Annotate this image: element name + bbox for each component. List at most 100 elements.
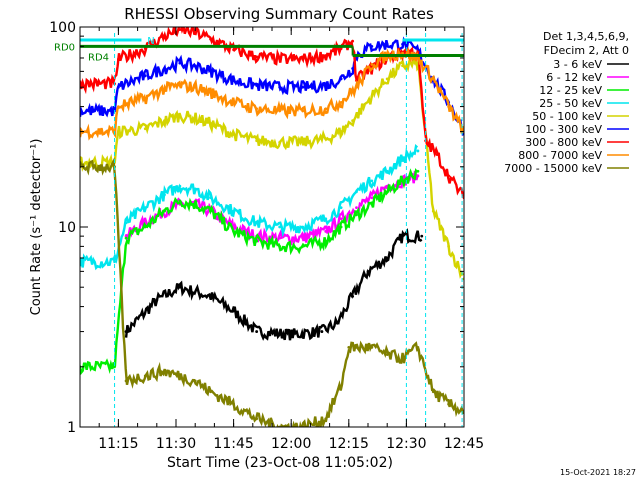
series-line-8: [80, 157, 464, 427]
data-point: [193, 64, 197, 68]
data-point: [163, 87, 166, 91]
data-point: [124, 330, 128, 333]
y-tick-label: 1: [67, 420, 76, 436]
data-point: [416, 56, 420, 60]
legend-label: 300 - 800 keV: [525, 136, 602, 149]
data-point: [339, 77, 343, 81]
data-point: [301, 236, 305, 240]
data-point: [163, 193, 166, 197]
data-point: [278, 85, 282, 89]
data-point: [335, 321, 339, 325]
data-point: [255, 239, 259, 243]
series-line-7: [80, 46, 464, 141]
data-point: [232, 209, 236, 213]
y-tick-label: 100: [49, 20, 76, 36]
data-point: [278, 109, 282, 113]
data-point: [431, 390, 435, 394]
data-point: [178, 84, 182, 87]
data-point: [355, 213, 358, 217]
x-tick-label: 12:30: [386, 436, 426, 452]
data-point: [163, 67, 166, 70]
data-point: [301, 140, 305, 144]
data-point: [385, 353, 389, 357]
data-point: [255, 330, 259, 333]
data-point: [339, 100, 343, 104]
y-axis: 1 10 100: [49, 20, 464, 436]
data-point: [209, 69, 212, 73]
data-point: [355, 346, 358, 349]
data-point: [301, 109, 305, 113]
marker-layer: RD0 RD4 N: [54, 36, 464, 64]
series-line-4: [80, 57, 464, 279]
data-point: [193, 30, 197, 34]
data-point: [232, 100, 236, 104]
data-point: [209, 196, 212, 200]
data-point: [143, 225, 147, 229]
data-point: [370, 196, 374, 200]
data-point: [178, 114, 182, 118]
data-point: [366, 269, 370, 273]
data-point: [193, 202, 197, 206]
legend-label: 25 - 50 keV: [539, 97, 602, 110]
x-axis-label: Start Time (23-Oct-08 11:05:02): [167, 455, 393, 471]
data-point: [209, 209, 212, 213]
series-line-6: [80, 27, 464, 197]
legend-label: 6 - 12 keV: [546, 71, 602, 84]
data-point: [209, 390, 212, 394]
data-point: [370, 94, 374, 98]
data-point: [401, 357, 404, 360]
data-point: [178, 285, 182, 289]
data-point: [301, 244, 305, 248]
data-point: [370, 179, 374, 183]
y-tick-label: 10: [58, 220, 76, 236]
data-point: [351, 39, 355, 43]
chart-title: RHESSI Observing Summary Count Rates: [124, 5, 434, 23]
data-point: [385, 42, 389, 46]
data-point: [209, 121, 212, 125]
data-point: [232, 402, 236, 406]
x-tick-label: 12:45: [444, 436, 484, 452]
data-point: [255, 84, 259, 87]
data-point: [431, 77, 435, 81]
data-point: [163, 209, 166, 213]
data-point: [447, 402, 451, 406]
data-point: [124, 379, 128, 383]
data-point: [324, 137, 328, 141]
data-point: [178, 184, 182, 188]
data-point: [209, 37, 212, 41]
data-point: [339, 206, 343, 210]
data-point: [289, 333, 293, 336]
data-point: [339, 384, 343, 388]
data-point: [355, 206, 358, 210]
series-line-2: [80, 167, 419, 375]
data-point: [355, 85, 358, 89]
data-point: [324, 54, 328, 57]
data-point: [416, 234, 420, 238]
legend-label: 7000 - 15000 keV: [504, 162, 602, 175]
data-point: [278, 57, 282, 61]
legend-header: FDecim 2, Att 0: [544, 44, 629, 57]
data-point: [117, 85, 120, 89]
data-point: [178, 199, 182, 203]
data-point: [351, 119, 355, 123]
legend-header: Det 1,3,4,5,6,9,: [543, 30, 629, 43]
data-point: [355, 190, 358, 194]
data-point: [347, 346, 351, 349]
data-point: [401, 234, 404, 238]
data-point: [124, 236, 128, 240]
data-point: [447, 244, 451, 248]
data-point: [324, 417, 328, 421]
data-point: [416, 149, 420, 153]
data-point: [193, 116, 197, 120]
data-point: [155, 298, 159, 302]
data-point: [401, 157, 404, 160]
data-point: [351, 89, 355, 93]
data-point: [339, 130, 343, 133]
data-point: [113, 260, 116, 264]
data-point: [124, 234, 128, 238]
data-point: [447, 105, 451, 108]
data-point: [301, 57, 305, 61]
data-point: [385, 169, 389, 173]
data-point: [117, 105, 120, 108]
x-tick-label: 12:15: [329, 436, 369, 452]
